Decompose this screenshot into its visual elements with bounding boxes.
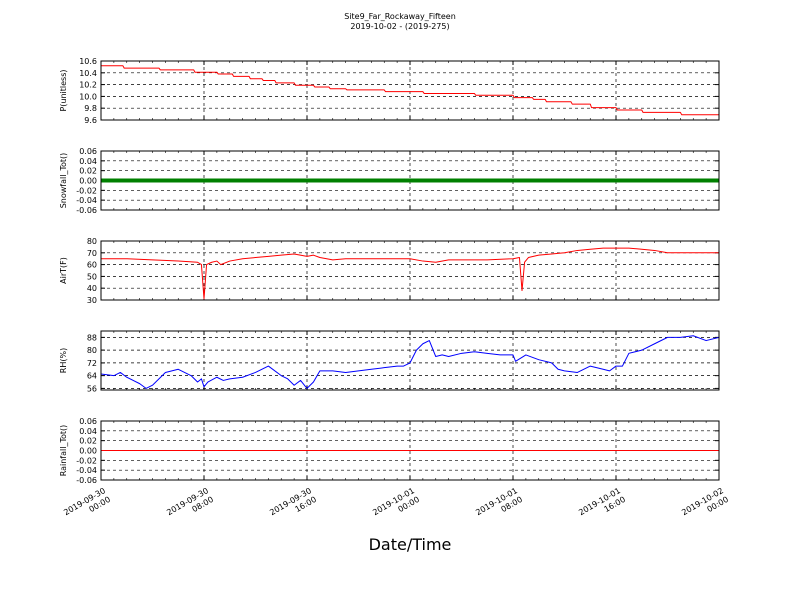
chart-subtitle: 2019-10-02 - (2019-275) <box>350 22 449 31</box>
y-tick-label: 64 <box>87 372 97 381</box>
y-axis-label: AirT(F) <box>59 257 68 284</box>
y-tick-label: -0.04 <box>76 466 97 475</box>
y-tick-label: -0.02 <box>76 456 97 465</box>
y-axis-label: Rainfall_Tot() <box>59 425 68 477</box>
y-tick-label: 70 <box>87 249 97 258</box>
y-tick-label: 10.0 <box>79 92 97 101</box>
subplot-2: -0.06-0.04-0.020.000.020.040.06 Snowfall_… <box>59 147 720 215</box>
y-tick-label: 60 <box>87 261 97 270</box>
y-tick-label: 10.4 <box>79 69 97 78</box>
axes-frame <box>100 60 720 121</box>
y-tick-label: 0.06 <box>79 147 97 156</box>
subplot-4: 56 64 72 80 88 RH(%) <box>59 330 720 393</box>
series-line <box>100 335 720 389</box>
series-line <box>101 247 719 300</box>
y-axis-label: P(unitless) <box>59 69 68 111</box>
subplot-1: 9.6 9.8 10.0 10.2 10.4 10.6 P(unitless) <box>59 57 720 125</box>
y-tick-label: 0.00 <box>79 177 97 186</box>
chart-title: Site9_Far_Rockaway_Fifteen <box>344 12 456 21</box>
subplots: 9.69.810.010.210.410.6P(unitless)-0.06-0… <box>59 57 720 485</box>
y-tick-label: 0.04 <box>79 427 97 436</box>
axes-frame <box>100 330 720 391</box>
y-tick-label: 0.02 <box>79 437 97 446</box>
y-tick-label: 80 <box>87 237 97 246</box>
series-line <box>101 65 719 116</box>
y-tick-label: -0.06 <box>76 476 97 485</box>
y-tick-label: 56 <box>87 384 97 393</box>
y-tick-label: -0.06 <box>76 206 97 215</box>
y-tick-label: 0.06 <box>79 417 97 426</box>
y-tick-label: 0.00 <box>79 447 97 456</box>
y-tick-label: 0.02 <box>79 167 97 176</box>
y-tick-label: 40 <box>87 284 97 293</box>
y-axis-label: Snowfall_Tot() <box>59 153 68 209</box>
y-tick-label: 9.6 <box>84 116 97 125</box>
y-tick-label: 0.04 <box>79 157 97 166</box>
y-tick-label: 88 <box>87 333 97 342</box>
y-tick-label: 50 <box>87 272 97 281</box>
y-tick-label: 10.6 <box>79 57 97 66</box>
subplot-5: -0.06-0.04-0.020.000.020.040.06 Rainfall_… <box>59 417 720 485</box>
y-axis-label: RH(%) <box>59 348 68 373</box>
axes-frame <box>100 240 720 301</box>
y-tick-label: 10.2 <box>79 81 97 90</box>
y-tick-label: -0.04 <box>76 196 97 205</box>
y-tick-label: 30 <box>87 296 97 305</box>
y-tick-label: 80 <box>87 346 97 355</box>
axes-frame <box>100 420 720 481</box>
axes-frame <box>100 150 720 211</box>
y-tick-label: -0.02 <box>76 186 97 195</box>
y-tick-label: 9.8 <box>84 104 97 113</box>
x-axis-label: Date/Time <box>369 535 452 554</box>
subplot-3: 30 40 50 60 70 80 AirT(F) <box>59 237 720 305</box>
y-tick-label: 72 <box>87 359 97 368</box>
